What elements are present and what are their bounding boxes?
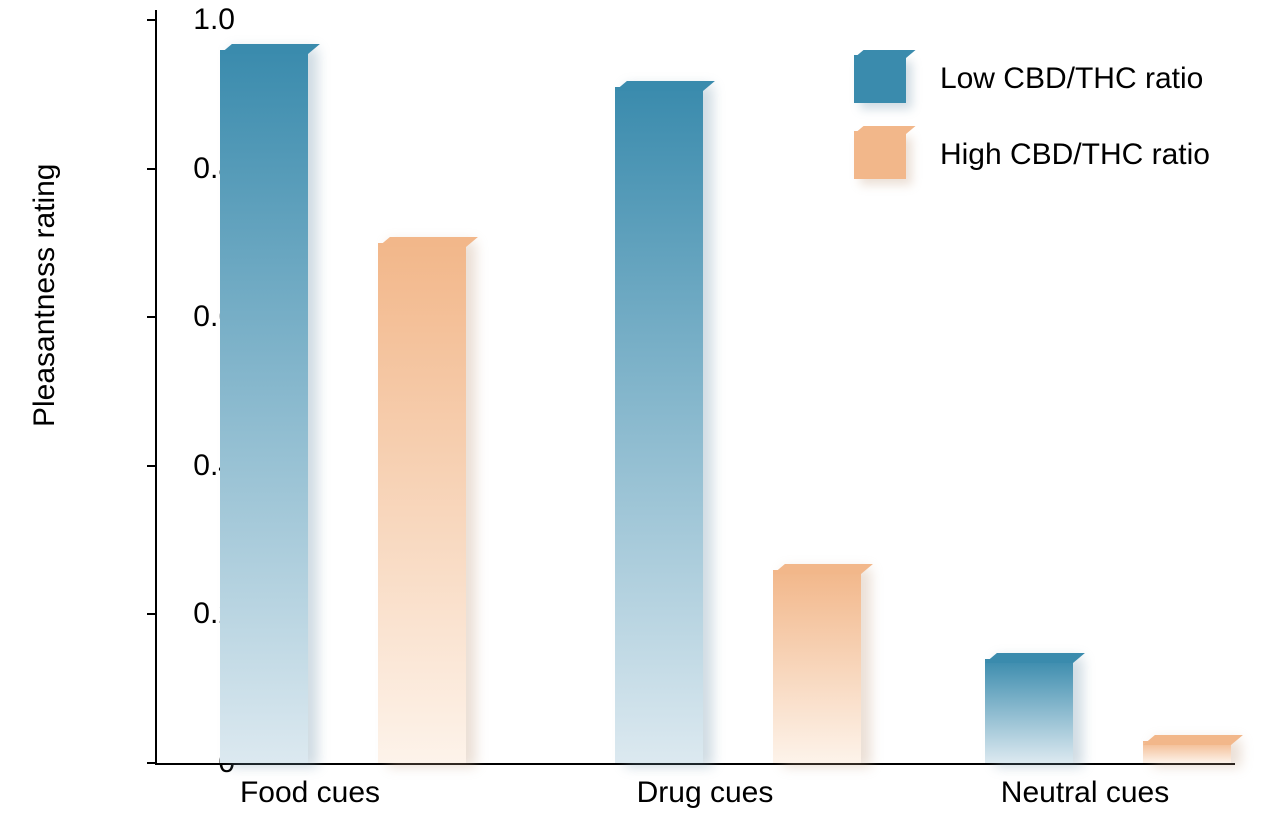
y-tick-mark xyxy=(147,19,155,21)
x-tick-label: Drug cues xyxy=(637,776,774,810)
bar-top xyxy=(985,653,1085,663)
bar xyxy=(1143,741,1231,763)
y-tick-mark xyxy=(147,316,155,318)
bar-body xyxy=(985,659,1073,763)
legend-label: High CBD/THC ratio xyxy=(940,138,1210,172)
y-tick-mark xyxy=(147,762,155,764)
legend-swatch xyxy=(854,55,914,103)
x-tick-label: Neutral cues xyxy=(1001,776,1169,810)
bar xyxy=(378,243,466,763)
legend: Low CBD/THC ratio High CBD/THC ratio xyxy=(854,55,1210,207)
x-tick-label: Food cues xyxy=(240,776,380,810)
chart-container: Pleasantness rating 00.20.40.60.81.0 Foo… xyxy=(60,10,1250,810)
y-tick-mark xyxy=(147,465,155,467)
bar-top xyxy=(1143,735,1243,745)
y-tick-label: 1.0 xyxy=(193,3,235,37)
bar-top xyxy=(220,44,320,54)
bar-top xyxy=(378,237,478,247)
bar xyxy=(773,570,861,763)
bar-body xyxy=(615,87,703,763)
legend-label: Low CBD/THC ratio xyxy=(940,62,1203,96)
legend-item: High CBD/THC ratio xyxy=(854,131,1210,179)
y-tick-mark xyxy=(147,613,155,615)
bar-top xyxy=(615,81,715,91)
y-tick-mark xyxy=(147,168,155,170)
bar xyxy=(985,659,1073,763)
bar-body xyxy=(378,243,466,763)
bar xyxy=(615,87,703,763)
bar-body xyxy=(773,570,861,763)
legend-swatch xyxy=(854,131,914,179)
bar xyxy=(220,50,308,763)
y-axis-label: Pleasantness rating xyxy=(28,164,62,428)
bar-top xyxy=(773,564,873,574)
y-axis-line xyxy=(155,10,157,765)
legend-item: Low CBD/THC ratio xyxy=(854,55,1210,103)
bar-body xyxy=(220,50,308,763)
